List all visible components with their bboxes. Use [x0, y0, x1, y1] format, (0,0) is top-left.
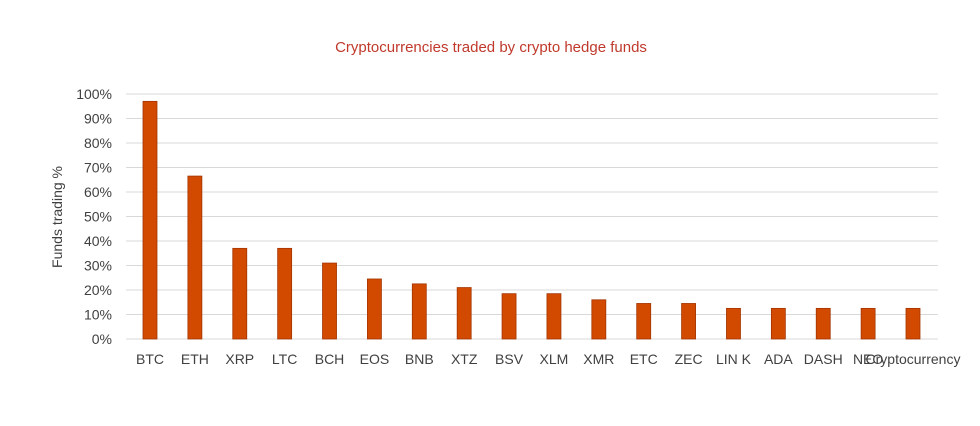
chart-title: Cryptocurrencies traded by crypto hedge … — [335, 39, 647, 56]
y-tick-label: 10% — [84, 307, 112, 323]
bar-bnb — [411, 283, 427, 340]
y-tick-label: 50% — [84, 209, 112, 225]
x-tick-label: ZEC — [675, 351, 703, 367]
x-tick-label: BSV — [495, 351, 524, 367]
bar-bch — [322, 262, 337, 340]
x-tick-label: EOS — [360, 351, 390, 367]
bar-eos — [367, 278, 382, 340]
y-tick-label: 70% — [84, 160, 112, 176]
bar-xtz — [456, 287, 472, 340]
x-tick-label: LIN K — [716, 351, 752, 367]
y-tick-labels: 0% 10% 20% 30% 40% 50% 60% 70% 80% 90% 100% — [76, 86, 112, 347]
bar-xrp — [232, 247, 248, 340]
y-axis-label: Funds trading % — [49, 166, 65, 268]
bar-dash — [815, 307, 831, 340]
bar-btc — [142, 100, 158, 340]
bar-neo — [860, 307, 876, 340]
y-tick-label: 90% — [84, 111, 112, 127]
x-tick-label: ETH — [181, 351, 209, 367]
x-tick-label: XRP — [225, 351, 254, 367]
bar-eth — [187, 175, 203, 340]
bar-lin-k — [726, 307, 741, 340]
bar-ltc — [277, 247, 293, 340]
x-tick-label: NEO — [853, 351, 883, 367]
x-tick-label: DASH — [804, 351, 843, 367]
bar-etc — [636, 303, 652, 340]
bar-xmr — [591, 299, 607, 340]
x-tick-label: BTC — [136, 351, 164, 367]
x-tick-label: LTC — [272, 351, 297, 367]
y-tick-label: 40% — [84, 233, 112, 249]
bar-xlm — [546, 293, 562, 340]
bar-cryptocurrency — [905, 307, 921, 340]
bar-zec — [681, 303, 696, 340]
x-tick-label: XTZ — [451, 351, 478, 367]
y-tick-label: 30% — [84, 258, 112, 274]
x-tick-label: ETC — [630, 351, 658, 367]
x-tick-label: XMR — [583, 351, 614, 367]
y-tick-label: 60% — [84, 184, 112, 200]
x-tick-label: Cryptocurrency — [866, 351, 961, 367]
y-tick-label: 100% — [76, 86, 112, 102]
x-tick-label: BCH — [315, 351, 345, 367]
y-tick-label: 0% — [92, 331, 112, 347]
x-tick-labels: BTC ETH XRP LTC BCH EOS BNB XTZ BSV XLM XMR ETC ZEC L… — [136, 351, 960, 367]
bar-bsv — [501, 293, 517, 340]
y-tick-label: 20% — [84, 282, 112, 298]
x-tick-label: ADA — [764, 351, 793, 367]
bars — [142, 100, 921, 340]
x-tick-label: XLM — [540, 351, 569, 367]
gridlines — [126, 93, 938, 340]
bar-ada — [770, 307, 786, 340]
y-tick-label: 80% — [84, 135, 112, 151]
x-tick-label: BNB — [405, 351, 434, 367]
